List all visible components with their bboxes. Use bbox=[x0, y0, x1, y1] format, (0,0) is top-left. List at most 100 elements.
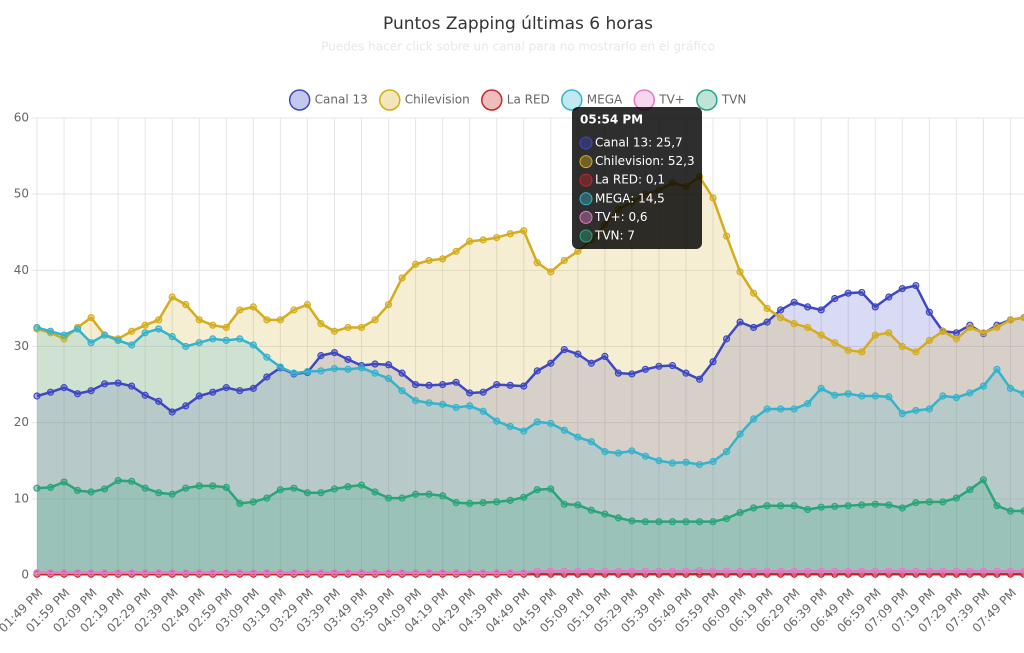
point bbox=[114, 569, 122, 577]
point bbox=[736, 430, 744, 438]
point bbox=[46, 327, 55, 335]
point bbox=[871, 567, 879, 575]
point bbox=[1006, 384, 1015, 392]
legend-item[interactable]: Canal 13 bbox=[288, 89, 368, 111]
point bbox=[560, 567, 568, 575]
point bbox=[804, 567, 812, 575]
point bbox=[777, 313, 785, 322]
y-tick-label: 30 bbox=[14, 339, 29, 353]
point bbox=[722, 232, 731, 240]
point bbox=[966, 389, 974, 397]
point bbox=[749, 567, 758, 575]
point bbox=[398, 569, 406, 577]
series-line bbox=[37, 569, 1024, 574]
point bbox=[628, 447, 636, 455]
point bbox=[614, 567, 622, 575]
point bbox=[520, 382, 528, 390]
legend-label: Chilevision bbox=[405, 93, 470, 107]
point bbox=[155, 397, 163, 405]
point bbox=[641, 567, 650, 575]
point bbox=[411, 569, 420, 577]
point bbox=[195, 482, 203, 490]
point bbox=[520, 227, 528, 235]
point bbox=[384, 301, 393, 309]
point bbox=[979, 329, 988, 337]
point bbox=[560, 256, 568, 265]
point bbox=[60, 478, 68, 486]
point bbox=[547, 359, 555, 367]
point bbox=[709, 457, 717, 466]
point bbox=[155, 325, 163, 333]
point bbox=[357, 323, 366, 332]
point bbox=[817, 503, 825, 511]
point bbox=[506, 569, 514, 577]
point bbox=[479, 407, 487, 415]
point bbox=[249, 569, 257, 577]
legend-swatch bbox=[696, 89, 718, 111]
point bbox=[749, 323, 758, 332]
point bbox=[263, 353, 271, 361]
tooltip-swatch bbox=[579, 210, 593, 224]
point bbox=[330, 327, 339, 335]
point bbox=[168, 569, 176, 577]
point bbox=[357, 569, 366, 577]
point bbox=[452, 247, 460, 255]
point bbox=[533, 567, 541, 575]
point bbox=[101, 569, 109, 577]
point bbox=[452, 499, 460, 507]
point bbox=[411, 380, 420, 389]
point bbox=[790, 405, 798, 413]
point bbox=[993, 365, 1001, 373]
legend-label: TVN bbox=[721, 93, 747, 107]
point bbox=[411, 490, 420, 498]
point bbox=[939, 567, 947, 575]
point bbox=[60, 384, 68, 392]
point bbox=[952, 567, 960, 575]
point bbox=[466, 569, 474, 577]
point bbox=[790, 502, 798, 510]
legend-item[interactable]: La RED bbox=[481, 89, 550, 111]
area-fill bbox=[37, 327, 1024, 575]
point bbox=[1020, 390, 1024, 398]
chart-subtitle: Puedes hacer click sobre un canal para n… bbox=[321, 40, 715, 54]
point bbox=[641, 518, 650, 526]
point bbox=[236, 387, 244, 395]
point bbox=[141, 329, 149, 337]
point bbox=[479, 236, 487, 244]
point bbox=[87, 339, 95, 347]
y-tick-label: 40 bbox=[14, 263, 29, 277]
point bbox=[1006, 316, 1015, 324]
point bbox=[303, 368, 312, 376]
point bbox=[925, 498, 933, 506]
point bbox=[736, 567, 744, 575]
y-tick-label: 10 bbox=[14, 491, 29, 505]
point bbox=[777, 405, 785, 413]
point bbox=[912, 406, 920, 415]
point bbox=[722, 448, 731, 456]
point bbox=[925, 308, 933, 316]
point bbox=[168, 490, 176, 498]
point bbox=[276, 569, 284, 577]
point bbox=[790, 320, 798, 328]
tooltip-line: MEGA: 14,5 bbox=[595, 191, 665, 205]
point bbox=[709, 518, 717, 526]
point bbox=[439, 380, 447, 389]
point bbox=[33, 323, 41, 332]
legend-item[interactable]: TVN bbox=[696, 89, 747, 111]
point bbox=[668, 518, 677, 526]
point bbox=[182, 569, 190, 577]
tooltip-swatch bbox=[579, 192, 593, 206]
y-tick-label: 50 bbox=[14, 187, 29, 201]
point bbox=[141, 321, 149, 329]
point bbox=[209, 569, 217, 577]
legend-item[interactable]: MEGA bbox=[561, 89, 623, 111]
point bbox=[195, 316, 203, 324]
point bbox=[736, 318, 744, 326]
point bbox=[871, 331, 879, 339]
point bbox=[817, 384, 825, 392]
legend-swatch bbox=[288, 89, 311, 111]
point bbox=[898, 567, 906, 575]
tooltip-line: TV+: 0,6 bbox=[594, 210, 648, 224]
point bbox=[101, 331, 109, 339]
legend-item[interactable]: Chilevision bbox=[379, 89, 470, 111]
